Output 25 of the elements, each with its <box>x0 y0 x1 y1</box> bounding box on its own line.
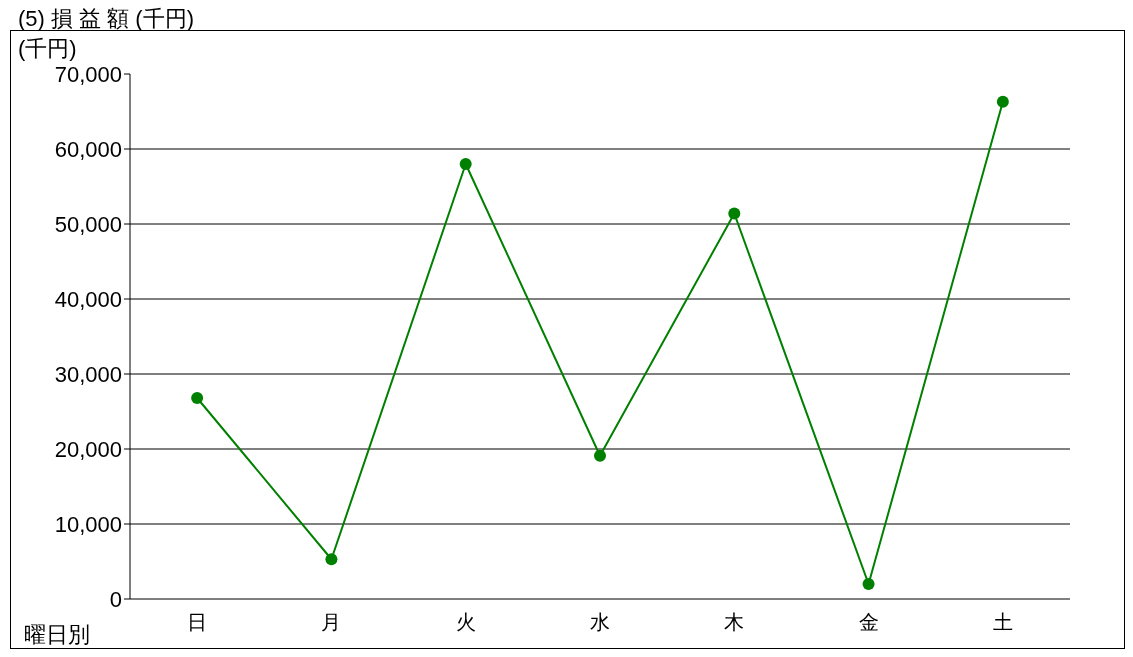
x-tick-label: 月 <box>321 611 342 634</box>
point <box>459 158 472 170</box>
y-tick-label: 0 <box>109 586 122 612</box>
x-tick-label: 火 <box>455 611 476 634</box>
x-tick-label: 金 <box>858 611 879 634</box>
point <box>728 207 741 220</box>
x-tick-label: 日 <box>187 611 208 634</box>
chart-title: (5) 損 益 額 (千円) <box>18 5 194 33</box>
y-tick-label: 50,000 <box>54 211 122 237</box>
point <box>594 449 606 462</box>
y-tick-label: 40,000 <box>54 286 122 312</box>
y-tick-label: 10,000 <box>54 511 122 537</box>
point <box>191 392 204 404</box>
y-tick-label: 30,000 <box>54 361 122 387</box>
point <box>996 95 1009 108</box>
x-tick-label: 木 <box>724 611 745 634</box>
x-tick-label: 土 <box>992 611 1013 634</box>
y-tick-label: 20,000 <box>54 436 122 462</box>
y-axis-title: (千円) <box>18 36 77 61</box>
point <box>862 578 875 590</box>
x-tick-label: 水 <box>590 611 610 634</box>
y-tick-label: 70,000 <box>54 61 122 87</box>
point <box>325 553 338 566</box>
y-tick-label: 60,000 <box>54 136 122 162</box>
x-axis-title: 曜日別 <box>24 621 90 649</box>
